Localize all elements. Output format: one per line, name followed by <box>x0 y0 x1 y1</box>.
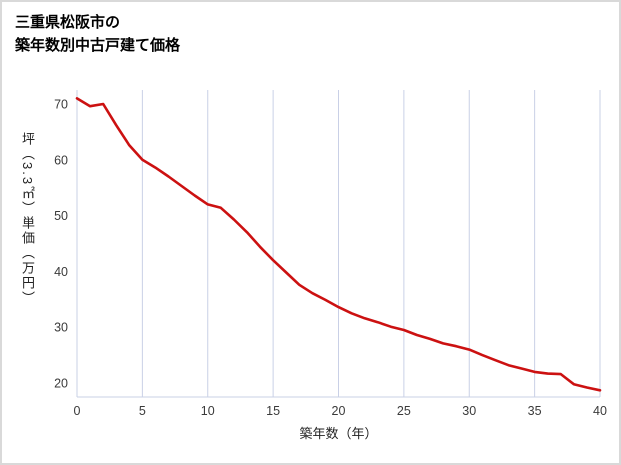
y-tick-label: 40 <box>54 265 68 279</box>
y-tick-label: 20 <box>54 377 68 391</box>
y-tick-label: 60 <box>54 153 68 167</box>
y-tick-label: 50 <box>54 209 68 223</box>
x-tick-label: 10 <box>201 404 215 418</box>
x-tick-label: 30 <box>462 404 476 418</box>
x-axis-title: 築年数（年） <box>299 426 378 441</box>
chart-title-line2: 築年数別中古戸建て価格 <box>15 36 181 54</box>
price-line <box>75 97 602 392</box>
chart-title-line1: 三重県松阪市の <box>15 14 121 31</box>
chart-title: 三重県松阪市の築年数別中古戸建て価格 <box>15 12 180 57</box>
y-axis-title: 坪（3.3㎡）単価（万円） <box>20 132 35 307</box>
x-tick-label: 35 <box>528 404 542 418</box>
x-tick-label: 25 <box>397 404 411 418</box>
y-tick-label: 30 <box>54 321 68 335</box>
x-tick-label: 5 <box>139 404 146 418</box>
x-tick-label: 20 <box>332 404 346 418</box>
x-tick-label: 0 <box>74 404 81 418</box>
x-tick-label: 40 <box>593 404 607 418</box>
y-tick-label: 70 <box>54 97 68 111</box>
x-tick-label: 15 <box>266 404 280 418</box>
